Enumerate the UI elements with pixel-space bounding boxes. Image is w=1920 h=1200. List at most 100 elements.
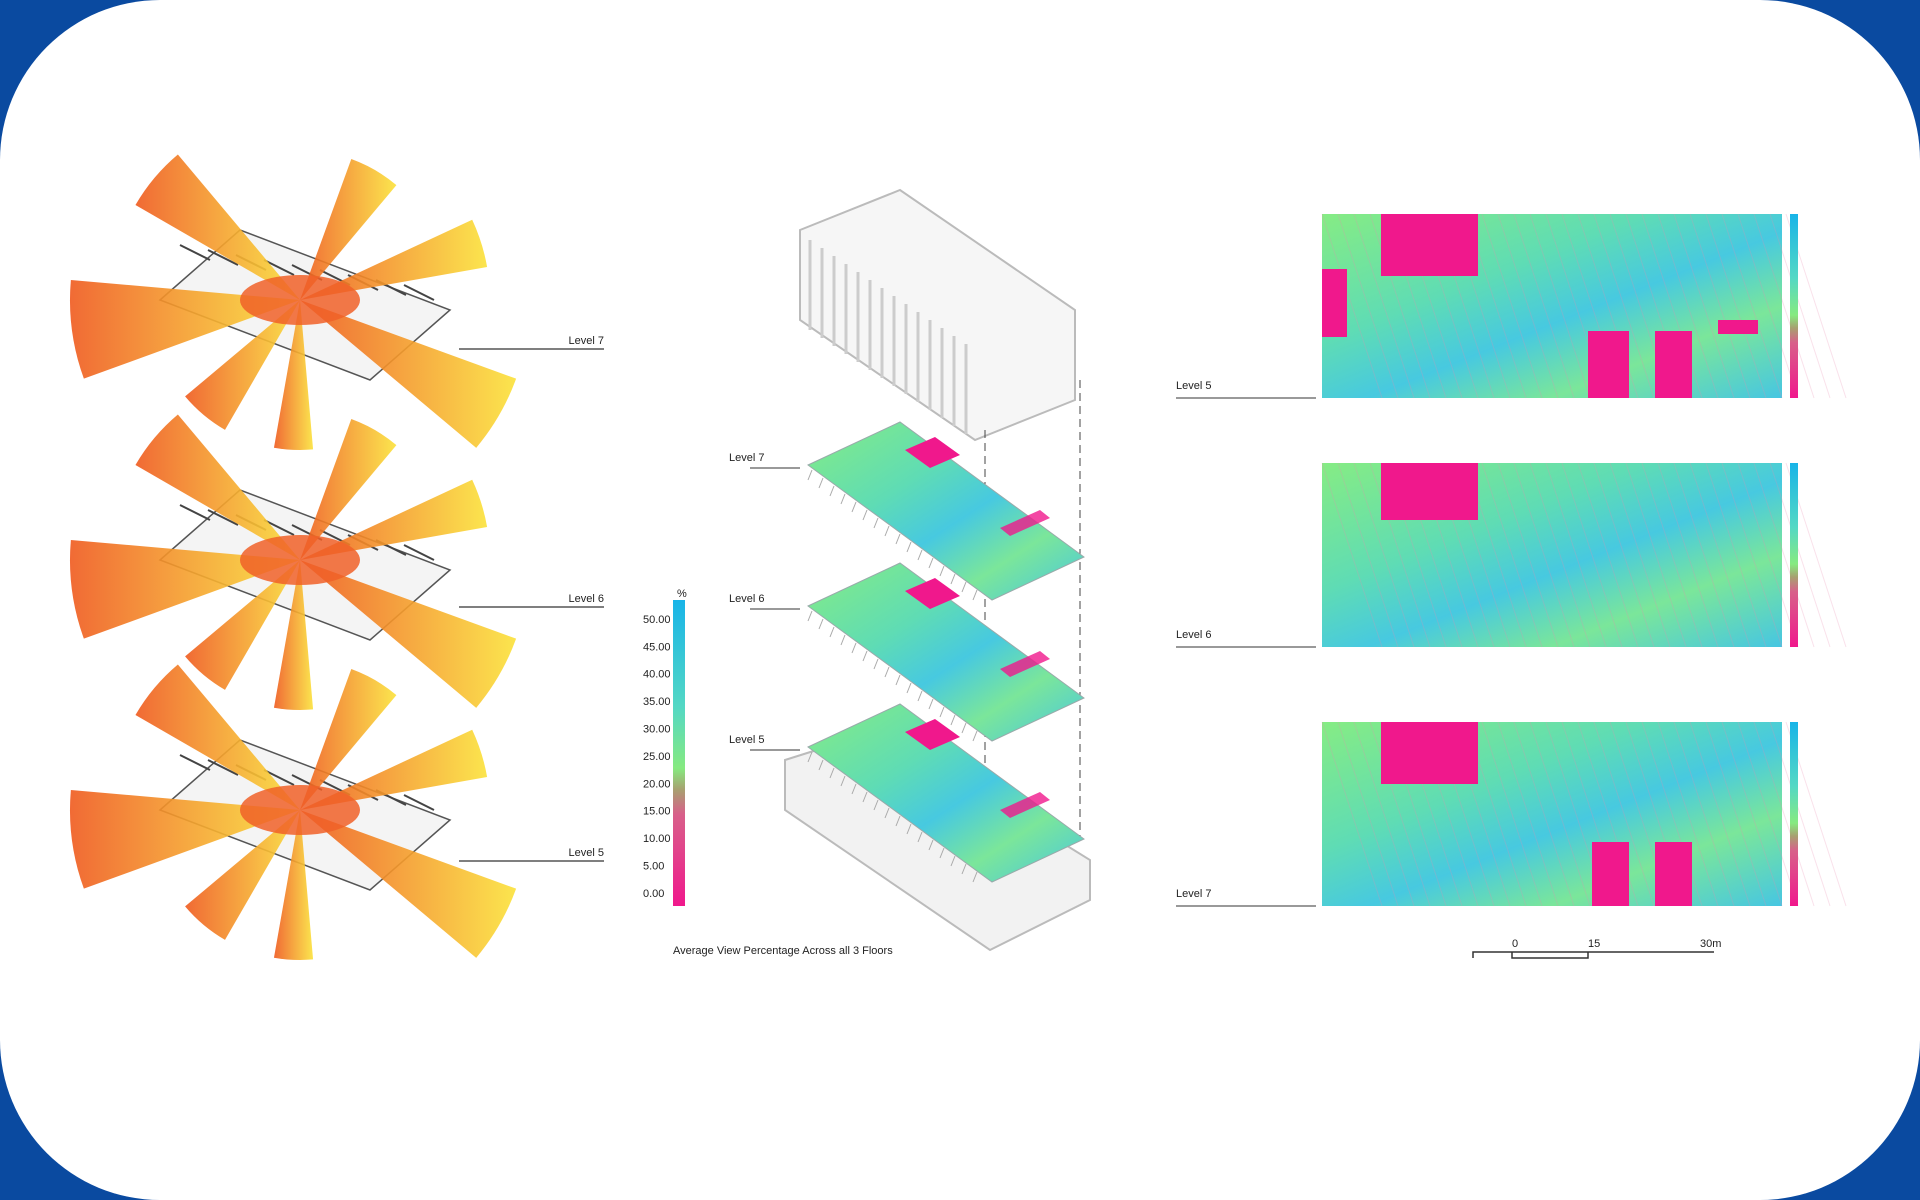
heat-plate: [807, 703, 1085, 883]
fin: [928, 839, 934, 851]
view-fan: [300, 560, 517, 708]
level-label: Level 5: [569, 847, 604, 859]
legend-tick: 45.00: [643, 641, 671, 653]
ray-pattern: [1737, 721, 1799, 907]
fin: [972, 589, 978, 601]
wall: [403, 794, 435, 811]
ray-pattern: [1753, 213, 1815, 399]
ray-pattern: [1657, 721, 1719, 907]
caption: Average View Percentage Across all 3 Flo…: [673, 945, 893, 957]
fin: [807, 610, 813, 622]
ray-pattern: [1353, 213, 1415, 399]
fin: [917, 690, 923, 702]
ray-pattern: [1497, 721, 1559, 907]
level-label: Level 7: [729, 452, 764, 464]
ray-pattern: [1753, 462, 1815, 648]
view-fan: [273, 810, 314, 961]
fin: [917, 831, 923, 843]
fin: [851, 642, 857, 654]
floor-plate: [807, 421, 1085, 601]
ray-pattern: [1769, 213, 1831, 399]
view-fan: [300, 219, 488, 300]
fin: [939, 847, 945, 859]
wall: [179, 504, 211, 521]
fin: [862, 650, 868, 662]
fin: [829, 767, 835, 779]
fin: [917, 549, 923, 561]
wall: [263, 519, 295, 536]
ray-pattern: [1593, 213, 1655, 399]
pink-zone: [1718, 320, 1758, 334]
ray-pattern: [1721, 721, 1783, 907]
ray-pattern: [1641, 462, 1703, 648]
ray-pattern: [1577, 462, 1639, 648]
ray-pattern: [1721, 462, 1783, 648]
heat-plate: [807, 562, 1085, 742]
ray-pattern: [1353, 721, 1415, 907]
pink-zone: [1655, 331, 1692, 398]
ray-pattern: [1481, 462, 1543, 648]
fin: [851, 783, 857, 795]
ray-pattern: [1705, 213, 1767, 399]
wall: [207, 759, 239, 776]
view-fan: [135, 414, 300, 560]
fin: [873, 658, 879, 670]
ray-pattern: [1497, 213, 1559, 399]
ray-pattern: [1689, 462, 1751, 648]
scale-bar: [1472, 951, 1714, 958]
fin: [972, 871, 978, 883]
legend-tick: 15.00: [643, 806, 671, 818]
view-fan: [300, 669, 397, 810]
ray-pattern: [1513, 462, 1575, 648]
pink-zone: [905, 719, 960, 750]
view-fan: [300, 479, 488, 560]
legend-bar: [1790, 722, 1798, 906]
heat-map: [1321, 721, 1847, 907]
fin: [873, 799, 879, 811]
pink-zone: [1000, 792, 1050, 818]
ray-pattern: [1337, 213, 1399, 399]
ray-pattern: [1769, 462, 1831, 648]
fin: [928, 698, 934, 710]
ray-pattern: [1737, 462, 1799, 648]
ray-pattern: [1593, 721, 1655, 907]
scale-label: 30m: [1700, 938, 1721, 950]
fin: [972, 730, 978, 742]
ray-pattern: [1705, 721, 1767, 907]
fin: [840, 775, 846, 787]
scale-label: 15: [1588, 938, 1600, 950]
fin: [895, 533, 901, 545]
legend-bar: [1790, 463, 1798, 647]
fin: [950, 573, 956, 585]
legend-tick: 20.00: [643, 778, 671, 790]
level-label: Level 6: [729, 593, 764, 605]
isovist-floor: [69, 414, 517, 710]
fan-core: [240, 275, 360, 325]
ray-pattern: [1353, 462, 1415, 648]
ray-pattern: [1545, 462, 1607, 648]
level-label: Level 5: [729, 734, 764, 746]
level-label: Level 7: [1176, 888, 1211, 900]
ray-pattern: [1337, 462, 1399, 648]
ray-pattern: [1625, 462, 1687, 648]
pink-zone: [1588, 331, 1629, 398]
fin: [950, 714, 956, 726]
fin: [840, 634, 846, 646]
fin: [895, 674, 901, 686]
ray-pattern: [1689, 721, 1751, 907]
ray-pattern: [1721, 213, 1783, 399]
level-label: Level 6: [1176, 629, 1211, 641]
view-fan: [185, 810, 300, 940]
legend-tick: 40.00: [643, 669, 671, 681]
ray-pattern: [1369, 213, 1431, 399]
fin: [961, 722, 967, 734]
isovist-floor: [69, 664, 517, 961]
fin: [884, 666, 890, 678]
level-label: Level 7: [569, 335, 604, 347]
fin: [939, 565, 945, 577]
ray-pattern: [1481, 721, 1543, 907]
legend-tick: 25.00: [643, 751, 671, 763]
ray-pattern: [1673, 462, 1735, 648]
level-label: Level 5: [1176, 380, 1211, 392]
fin: [950, 855, 956, 867]
